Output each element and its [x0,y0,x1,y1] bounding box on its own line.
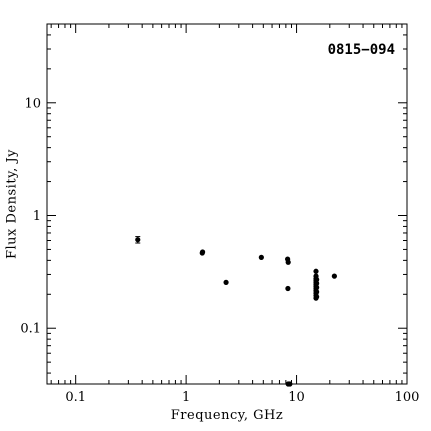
data-point [258,254,264,260]
tick-labels: 0.1 1 10 100 0.1 1 10 [20,96,419,405]
x-tick-label: 100 [395,390,420,405]
data-point [135,237,141,243]
y-tick-label: 0.1 [20,322,41,337]
chart-title: 0815−094 [328,42,395,58]
plot-frame [46,23,408,385]
x-axis-label: Frequency, GHz [171,408,283,423]
data-point [314,276,320,283]
data-point [199,249,206,255]
y-tick-label: 10 [24,96,41,111]
data-point [314,294,320,300]
y-axis-label: Flux Density, Jy [5,149,20,259]
data-point [314,284,320,291]
data-point [223,279,229,285]
x-tick-label: 0.1 [65,390,86,405]
data-points [135,236,337,387]
data-point [314,289,320,295]
data-point [287,381,293,387]
y-tick-label: 1 [33,209,41,224]
data-point [285,285,291,292]
data-point [313,268,319,274]
x-tick-label: 10 [288,390,305,405]
x-tick-label: 1 [182,390,190,405]
data-point [285,259,291,265]
data-point [331,273,337,279]
data-point [314,280,320,286]
axis-ticks [47,23,408,384]
